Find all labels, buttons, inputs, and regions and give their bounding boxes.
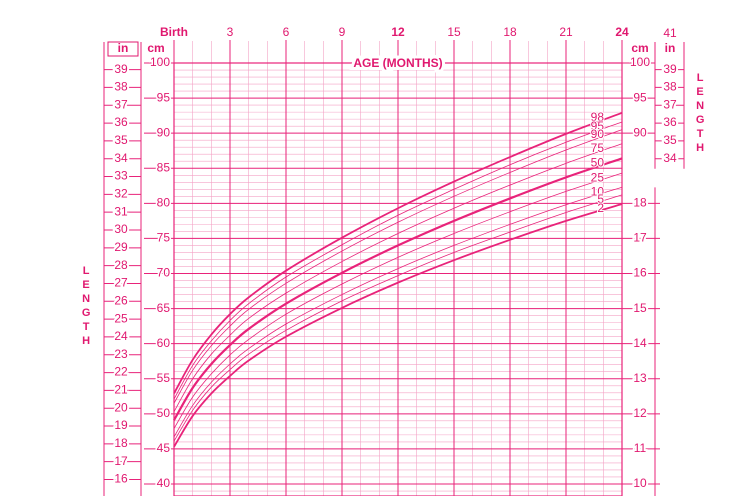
y-right-tick-label: 100 [630, 55, 650, 69]
inch-tick-label: 27 [114, 276, 128, 290]
inch-tick-label: 34 [114, 151, 128, 165]
cm-unit-right: cm [631, 41, 648, 55]
inch-tick-label-right: 36 [663, 115, 677, 129]
inch-tick-label: 37 [114, 97, 128, 111]
inch-tick-label: 32 [114, 187, 128, 201]
inch-tick-label-right: 35 [663, 133, 677, 147]
weight-tick-label: 17 [633, 231, 647, 245]
y-right-tick-label: 95 [633, 90, 647, 104]
inch-tick-label: 22 [114, 365, 128, 379]
inch-tick-label: 25 [114, 311, 128, 325]
inch-tick-label-right: 38 [663, 80, 677, 94]
inch-tick-label: 26 [114, 293, 128, 307]
inch-tick-label: 31 [114, 204, 128, 218]
y-tick-label: 100 [150, 55, 170, 69]
weight-tick-label: 15 [633, 301, 647, 315]
y-right-tick-label: 90 [633, 125, 647, 139]
weight-tick-label: 11 [634, 441, 647, 455]
y-tick-label: 55 [157, 371, 171, 385]
y-tick-label: 85 [157, 160, 171, 174]
percentile-label: 98 [591, 110, 605, 124]
inch-tick-label: 21 [114, 383, 128, 397]
x-tick-label: 21 [559, 25, 573, 39]
y-label-right: LENGTH [694, 72, 706, 156]
inch-unit-right: in [665, 41, 676, 55]
inch-tick-label: 33 [114, 169, 128, 183]
percentile-curve [173, 203, 623, 448]
inch-tick-label: 30 [114, 222, 128, 236]
weight-tick-label: 18 [633, 196, 647, 210]
percentile-label: 10 [591, 184, 605, 198]
x-tick-label: 9 [339, 25, 346, 39]
inch-tick-label: 16 [114, 472, 128, 486]
percentile-curve [173, 129, 623, 404]
y-tick-label: 95 [157, 90, 171, 104]
x-tick-label: 18 [503, 25, 517, 39]
y-tick-label: 45 [157, 441, 171, 455]
x-tick-label: 6 [283, 25, 290, 39]
inch-tick-label: 36 [114, 115, 128, 129]
inch-tick-label: 39 [114, 62, 128, 76]
y-tick-label: 70 [157, 266, 171, 280]
x-tick-label: Birth [160, 25, 188, 39]
inch-tick-label: 20 [114, 400, 128, 414]
inch-tick-label: 23 [114, 347, 128, 361]
percentile-label: 50 [591, 156, 605, 170]
percentile-curve [173, 157, 623, 421]
y-tick-label: 60 [157, 336, 171, 350]
percentile-label: 5 [597, 192, 604, 206]
y-tick-label: 80 [157, 196, 171, 210]
inch-tick-label: 17 [114, 454, 128, 468]
percentile-label: 2 [597, 201, 604, 215]
y-tick-label: 75 [157, 231, 171, 245]
inch-tick-label-right: 39 [663, 62, 677, 76]
y-tick-label: 90 [157, 125, 171, 139]
weight-tick-label: 12 [633, 406, 647, 420]
weight-tick-label: 13 [633, 371, 647, 385]
inch-tick-label-right: 37 [663, 97, 677, 111]
cm-unit: cm [147, 41, 164, 55]
inch-unit: in [118, 41, 129, 55]
corner-label: 41 [663, 26, 677, 40]
y-tick-label: 40 [157, 476, 171, 490]
weight-tick-label: 10 [633, 476, 647, 490]
y-label: LENGTH [80, 265, 92, 349]
inch-tick-label: 28 [114, 258, 128, 272]
in-header-box [107, 41, 139, 57]
x-tick-label: 15 [447, 25, 461, 39]
y-tick-label: 50 [157, 406, 171, 420]
percentile-curve [173, 143, 623, 412]
weight-tick-label: 14 [633, 336, 647, 350]
percentile-curve [173, 111, 623, 394]
percentile-label: 75 [591, 141, 605, 155]
x-tick-label: 12 [391, 25, 405, 39]
inch-tick-label: 38 [114, 80, 128, 94]
percentile-curve [173, 186, 623, 438]
inch-tick-label: 35 [114, 133, 128, 147]
x-label: AGE (MONTHS) [353, 56, 442, 70]
inch-tick-label: 18 [114, 436, 128, 450]
y-tick-label: 65 [157, 301, 171, 315]
percentile-label: 95 [591, 119, 605, 133]
percentile-curve [173, 194, 623, 442]
percentile-curve [173, 121, 623, 400]
plot-frame [173, 62, 623, 496]
weight-tick-label: 16 [633, 266, 647, 280]
x-tick-label: 3 [227, 25, 234, 39]
x-tick-label: 24 [615, 25, 629, 39]
percentile-label: 90 [591, 127, 605, 141]
inch-tick-label: 24 [114, 329, 128, 343]
inch-tick-label: 19 [114, 418, 128, 432]
inch-tick-label-right: 34 [663, 151, 677, 165]
percentile-curve [173, 172, 623, 429]
percentile-label: 25 [591, 170, 605, 184]
inch-tick-label: 29 [114, 240, 128, 254]
